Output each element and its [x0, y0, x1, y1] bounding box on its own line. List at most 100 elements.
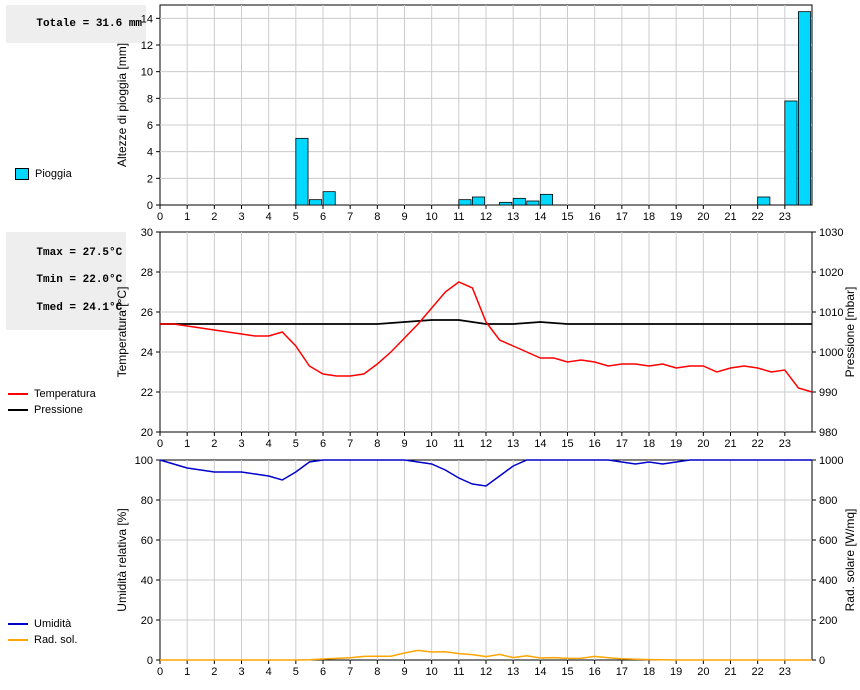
svg-text:5: 5: [293, 211, 299, 223]
svg-text:2: 2: [211, 438, 217, 450]
svg-text:21: 21: [724, 438, 736, 450]
svg-text:0: 0: [157, 438, 163, 450]
svg-text:4: 4: [147, 147, 153, 159]
svg-text:8: 8: [374, 211, 380, 223]
svg-text:2: 2: [147, 173, 153, 185]
svg-text:23: 23: [779, 211, 791, 223]
svg-text:980: 980: [819, 427, 837, 439]
svg-text:17: 17: [616, 666, 628, 678]
svg-text:1030: 1030: [819, 227, 843, 239]
svg-text:22: 22: [752, 211, 764, 223]
svg-text:7: 7: [347, 438, 353, 450]
svg-text:19: 19: [670, 211, 682, 223]
svg-text:7: 7: [347, 211, 353, 223]
svg-text:6: 6: [147, 120, 153, 132]
svg-text:21: 21: [724, 666, 736, 678]
svg-text:15: 15: [561, 438, 573, 450]
svg-text:9: 9: [401, 211, 407, 223]
svg-text:100: 100: [135, 455, 153, 467]
svg-text:4: 4: [266, 666, 272, 678]
svg-text:60: 60: [141, 535, 153, 547]
svg-text:1010: 1010: [819, 307, 843, 319]
svg-text:15: 15: [561, 666, 573, 678]
svg-text:Rad. solare [W/mq]: Rad. solare [W/mq]: [843, 509, 857, 612]
svg-text:22: 22: [141, 387, 153, 399]
svg-text:Altezze di pioggia [mm]: Altezze di pioggia [mm]: [115, 43, 129, 167]
svg-text:16: 16: [589, 211, 601, 223]
svg-text:Umidità relativa [%]: Umidità relativa [%]: [115, 508, 129, 611]
svg-text:10: 10: [426, 211, 438, 223]
svg-text:2: 2: [211, 211, 217, 223]
svg-text:7: 7: [347, 666, 353, 678]
svg-text:12: 12: [480, 438, 492, 450]
svg-text:12: 12: [480, 211, 492, 223]
svg-text:14: 14: [534, 211, 546, 223]
svg-text:Temperatura [°C]: Temperatura [°C]: [115, 287, 129, 378]
svg-text:19: 19: [670, 666, 682, 678]
svg-text:0: 0: [819, 655, 825, 667]
svg-text:3: 3: [238, 211, 244, 223]
svg-text:20: 20: [697, 211, 709, 223]
svg-text:0: 0: [147, 655, 153, 667]
svg-text:20: 20: [697, 438, 709, 450]
svg-text:14: 14: [534, 666, 546, 678]
svg-text:800: 800: [819, 495, 837, 507]
svg-text:4: 4: [266, 211, 272, 223]
svg-text:17: 17: [616, 211, 628, 223]
svg-text:23: 23: [779, 666, 791, 678]
svg-text:1000: 1000: [819, 455, 843, 467]
svg-text:200: 200: [819, 615, 837, 627]
chart-svg: 0246810121401234567891011121314151617181…: [0, 0, 860, 690]
svg-text:1: 1: [184, 438, 190, 450]
svg-text:15: 15: [561, 211, 573, 223]
svg-text:4: 4: [266, 438, 272, 450]
svg-text:1: 1: [184, 666, 190, 678]
svg-text:1: 1: [184, 211, 190, 223]
svg-text:6: 6: [320, 211, 326, 223]
svg-text:17: 17: [616, 438, 628, 450]
svg-text:0: 0: [157, 666, 163, 678]
svg-text:10: 10: [141, 67, 153, 79]
svg-text:14: 14: [141, 13, 153, 25]
svg-text:12: 12: [141, 40, 153, 52]
svg-text:5: 5: [293, 438, 299, 450]
svg-text:13: 13: [507, 438, 519, 450]
weather-multipanel-chart: Totale = 31.6 mm Pioggia Tmax = 27.5°C T…: [0, 0, 860, 690]
svg-text:18: 18: [643, 211, 655, 223]
svg-text:9: 9: [401, 438, 407, 450]
svg-text:23: 23: [779, 438, 791, 450]
svg-text:16: 16: [589, 666, 601, 678]
svg-text:10: 10: [426, 666, 438, 678]
svg-text:Pressione [mbar]: Pressione [mbar]: [843, 287, 857, 378]
svg-text:11: 11: [453, 666, 464, 678]
svg-text:3: 3: [238, 438, 244, 450]
svg-text:400: 400: [819, 575, 837, 587]
svg-text:0: 0: [157, 211, 163, 223]
svg-text:21: 21: [724, 211, 736, 223]
svg-text:13: 13: [507, 211, 519, 223]
svg-text:990: 990: [819, 387, 837, 399]
svg-text:600: 600: [819, 535, 837, 547]
svg-text:19: 19: [670, 438, 682, 450]
svg-text:20: 20: [141, 615, 153, 627]
svg-text:18: 18: [643, 666, 655, 678]
svg-text:14: 14: [534, 438, 546, 450]
svg-text:28: 28: [141, 267, 153, 279]
svg-text:80: 80: [141, 495, 153, 507]
svg-text:6: 6: [320, 666, 326, 678]
svg-text:8: 8: [374, 438, 380, 450]
svg-text:20: 20: [697, 666, 709, 678]
svg-text:1020: 1020: [819, 267, 843, 279]
svg-text:24: 24: [141, 347, 153, 359]
svg-text:6: 6: [320, 438, 326, 450]
svg-text:18: 18: [643, 438, 655, 450]
svg-text:16: 16: [589, 438, 601, 450]
svg-text:5: 5: [293, 666, 299, 678]
svg-text:3: 3: [238, 666, 244, 678]
svg-text:11: 11: [453, 438, 464, 450]
svg-text:10: 10: [426, 438, 438, 450]
svg-text:13: 13: [507, 666, 519, 678]
svg-text:11: 11: [453, 211, 464, 223]
svg-text:9: 9: [401, 666, 407, 678]
svg-text:8: 8: [147, 93, 153, 105]
